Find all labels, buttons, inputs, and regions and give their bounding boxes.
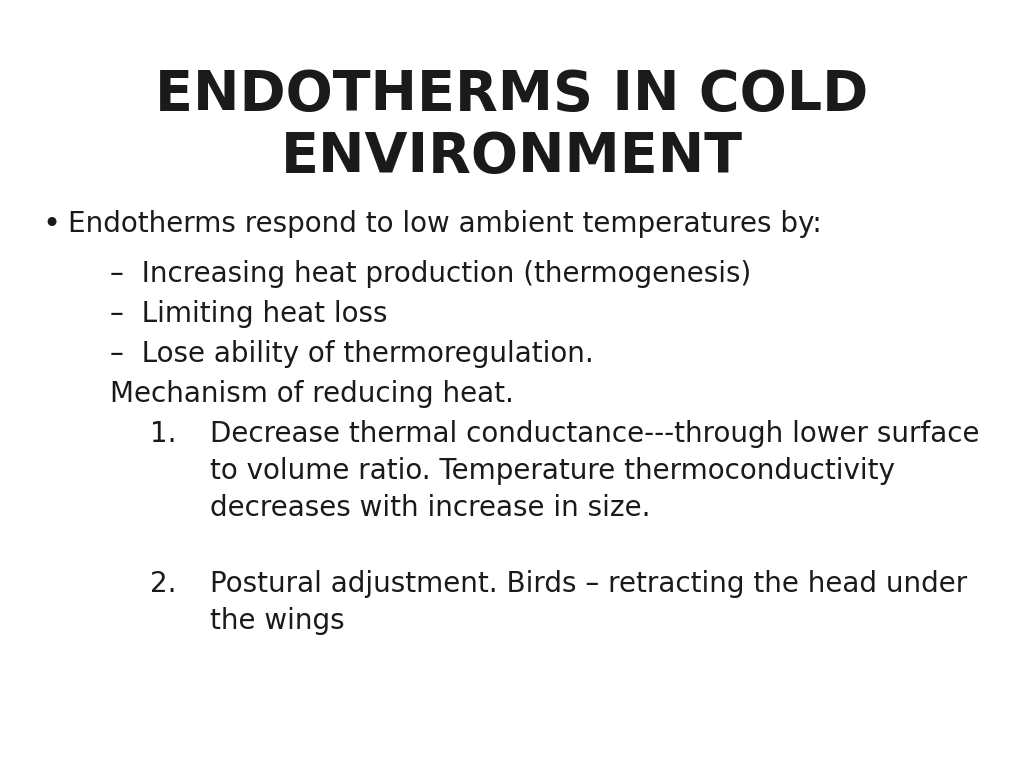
Text: Mechanism of reducing heat.: Mechanism of reducing heat. xyxy=(110,380,514,408)
Text: –  Limiting heat loss: – Limiting heat loss xyxy=(110,300,387,328)
Text: 1.: 1. xyxy=(150,420,176,448)
Text: –  Increasing heat production (thermogenesis): – Increasing heat production (thermogene… xyxy=(110,260,752,288)
Text: –  Lose ability of thermoregulation.: – Lose ability of thermoregulation. xyxy=(110,340,594,368)
Text: Endotherms respond to low ambient temperatures by:: Endotherms respond to low ambient temper… xyxy=(68,210,821,238)
Text: Postural adjustment. Birds – retracting the head under
the wings: Postural adjustment. Birds – retracting … xyxy=(210,570,968,635)
Text: ENDOTHERMS IN COLD: ENDOTHERMS IN COLD xyxy=(156,68,868,122)
Text: •: • xyxy=(42,210,60,239)
Text: 2.: 2. xyxy=(150,570,176,598)
Text: Decrease thermal conductance---through lower surface
to volume ratio. Temperatur: Decrease thermal conductance---through l… xyxy=(210,420,980,521)
Text: ENVIRONMENT: ENVIRONMENT xyxy=(281,130,743,184)
